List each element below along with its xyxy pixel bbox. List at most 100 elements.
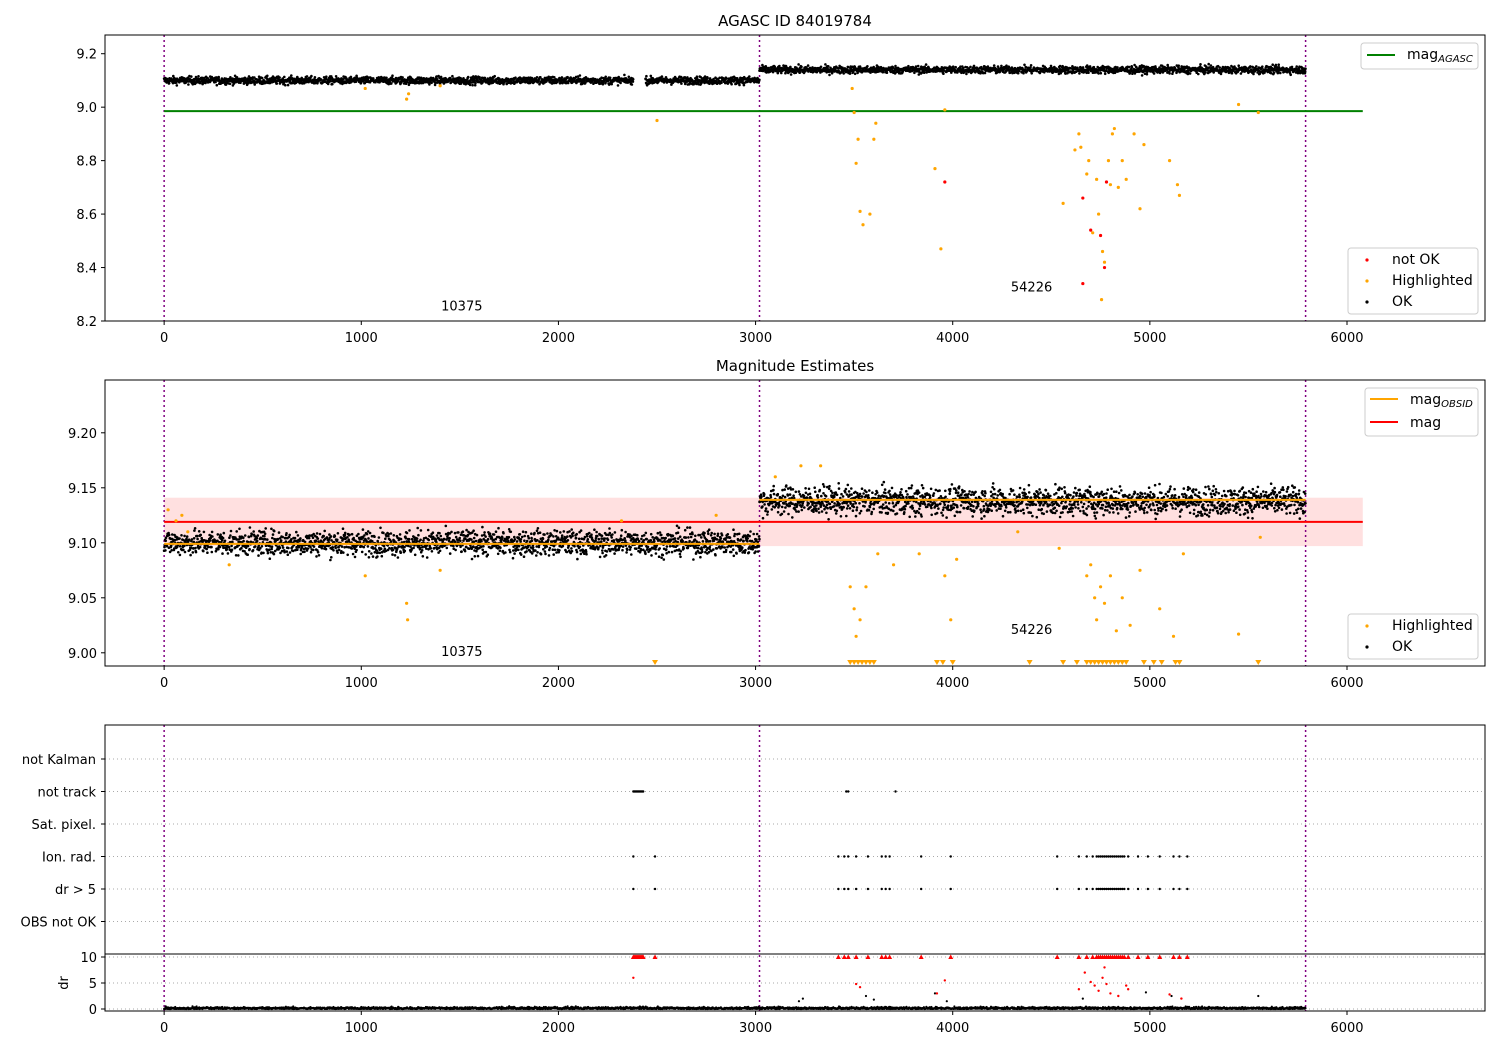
ok-point — [468, 83, 472, 87]
ok-point — [570, 549, 574, 553]
ok-point — [178, 537, 181, 540]
ok-point — [482, 545, 485, 548]
ok-point — [789, 73, 793, 76]
ok-point — [515, 540, 519, 543]
ok-point — [194, 550, 198, 554]
ok-point — [472, 536, 476, 540]
ok-point — [703, 75, 707, 78]
ok-point — [412, 546, 415, 550]
ok-point — [1029, 64, 1033, 67]
ok-point — [215, 83, 219, 87]
ok-point — [438, 549, 442, 553]
ok-point — [391, 74, 394, 77]
ok-point — [543, 550, 547, 553]
ok-point — [367, 537, 370, 540]
ok-point — [238, 527, 241, 531]
ok-point — [225, 547, 229, 551]
highlighted-point — [850, 86, 854, 91]
ok-point — [189, 546, 193, 550]
ok-point — [228, 82, 232, 86]
ok-point — [430, 81, 433, 85]
ok-point — [399, 551, 403, 554]
x-tick-label: 3000 — [739, 331, 772, 346]
ok-point — [819, 65, 823, 69]
ok-point — [330, 556, 333, 559]
ok-point — [178, 545, 182, 548]
highlighted-point — [1132, 132, 1136, 136]
ok-point — [227, 545, 231, 549]
ok-point — [512, 549, 515, 552]
ok-point — [562, 530, 566, 533]
ok-point — [210, 545, 213, 549]
ok-point — [604, 75, 607, 79]
ok-point — [288, 551, 292, 554]
panel1-legend-bottom: not OK Highlighted OK — [1347, 247, 1479, 315]
ok-point — [846, 65, 850, 69]
ok-point — [1103, 72, 1107, 76]
ok-point — [451, 74, 454, 78]
not-ok-point — [1081, 281, 1085, 286]
ok-point — [210, 530, 214, 534]
ok-point — [473, 83, 477, 87]
ok-point — [531, 546, 535, 549]
ok-point — [294, 81, 298, 85]
ok-point — [497, 526, 500, 530]
ok-point — [410, 537, 414, 541]
ok-point — [346, 553, 350, 557]
ok-point — [221, 552, 224, 555]
ok-point — [330, 539, 333, 542]
ok-point — [566, 535, 569, 538]
ok-point — [202, 549, 205, 553]
highlighted-point — [1167, 159, 1172, 163]
ok-point — [679, 75, 683, 79]
y-tick-label: 8.4 — [76, 262, 97, 277]
ok-point — [623, 73, 626, 77]
ok-point — [460, 550, 463, 553]
ok-point — [1230, 71, 1234, 75]
ok-point — [472, 540, 476, 543]
ok-point — [1087, 71, 1090, 74]
ok-point — [425, 556, 429, 559]
ok-point — [1219, 72, 1223, 76]
ok-point — [1303, 70, 1307, 74]
panel1-annotation-obsid-1: 10375 — [441, 299, 482, 314]
ok-point — [316, 537, 320, 540]
ok-point — [513, 535, 516, 539]
ok-point — [481, 548, 485, 552]
ok-point — [848, 72, 852, 75]
ok-point — [1127, 65, 1131, 69]
ok-point — [324, 547, 328, 551]
ok-point — [329, 558, 332, 562]
ok-point — [449, 81, 453, 84]
ok-point — [459, 533, 463, 537]
ok-point — [705, 78, 708, 82]
ok-point — [311, 536, 315, 539]
ok-point — [578, 74, 582, 77]
ok-point — [329, 535, 333, 538]
ok-point — [303, 550, 306, 554]
ok-point — [591, 80, 594, 83]
ok-point — [226, 552, 230, 555]
ok-point — [610, 82, 613, 86]
ok-point — [798, 71, 802, 74]
ok-point — [541, 537, 545, 540]
ok-point — [289, 79, 292, 83]
ok-point — [619, 81, 622, 85]
ok-point — [942, 72, 945, 75]
ok-point — [1145, 72, 1149, 76]
panel-magnitude-estimates: Magnitude Estimates 0 1000 2000 3000 4000 500… — [68, 357, 1486, 691]
ok-point — [421, 555, 425, 558]
ok-point — [416, 526, 420, 530]
highlighted-point — [407, 92, 411, 96]
ok-point — [398, 533, 402, 536]
ok-point — [465, 528, 468, 532]
ok-point — [454, 535, 458, 539]
ok-point — [463, 549, 467, 553]
ok-point — [470, 557, 474, 561]
ok-point — [514, 76, 517, 79]
ok-point — [164, 539, 167, 543]
highlighted-point — [872, 137, 876, 141]
ok-point — [457, 531, 460, 534]
ok-point — [1188, 72, 1192, 75]
ok-point — [235, 530, 238, 533]
